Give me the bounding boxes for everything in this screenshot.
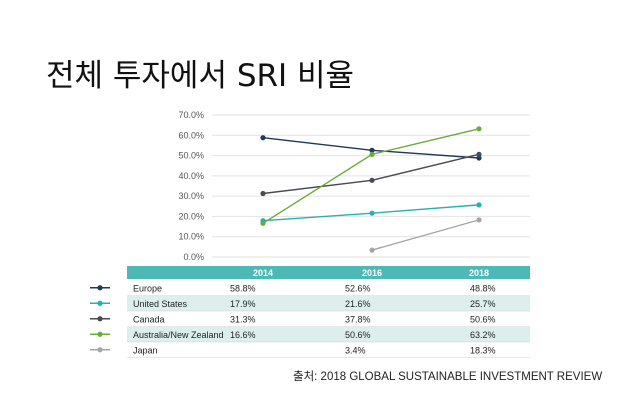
- series-line: [371, 219, 480, 251]
- y-tick-label: 10.0%: [178, 232, 204, 242]
- data-value-label: 17.9%: [230, 299, 256, 309]
- y-tick-label: 40.0%: [178, 171, 204, 181]
- data-value-label: 25.7%: [470, 299, 496, 309]
- series-lines: [260, 126, 482, 253]
- data-point: [369, 177, 375, 183]
- data-point: [476, 155, 482, 161]
- data-value-label: 63.2%: [470, 330, 496, 340]
- data-point: [369, 147, 375, 153]
- data-point: [369, 151, 375, 157]
- data-point: [476, 151, 482, 157]
- data-point: [369, 247, 375, 253]
- table-row-stripe: [127, 326, 530, 342]
- x-category-label: 2018: [469, 268, 489, 278]
- data-value-label: 31.3%: [230, 314, 256, 324]
- x-category-label: 2014: [253, 268, 273, 278]
- table-row-stripe: [127, 295, 530, 311]
- source-caption: 출처: 2018 GLOBAL SUSTAINABLE INVESTMENT R…: [293, 371, 603, 383]
- data-point: [476, 202, 482, 208]
- data-point: [260, 190, 266, 197]
- y-tick-label: 50.0%: [178, 151, 204, 161]
- legend-series-name: Australia/New Zealand: [133, 330, 224, 340]
- page-title: 전체 투자에서 SRI 비율: [46, 58, 355, 94]
- data-point: [260, 135, 266, 141]
- y-tick-label: 0.0%: [183, 252, 204, 262]
- y-tick-label: 70.0%: [178, 110, 204, 120]
- data-point: [369, 210, 375, 216]
- legend-swatch-dot: [97, 285, 103, 291]
- data-value-label: 18.3%: [470, 345, 496, 355]
- data-value-label: 3.4%: [345, 345, 366, 355]
- legend-swatch-dot: [97, 300, 103, 306]
- legend-series-name: United States: [133, 299, 188, 309]
- table-header-bar: [127, 266, 530, 279]
- data-value-label: 37.8%: [345, 314, 371, 324]
- chart-gridlines: [212, 114, 530, 258]
- legend-series-name: Europe: [133, 283, 162, 293]
- data-value-label: 50.6%: [345, 330, 371, 340]
- series-line: [262, 153, 480, 195]
- legend-swatch-dot: [97, 347, 103, 353]
- y-tick-label: 60.0%: [178, 130, 204, 140]
- legend-series-name: Japan: [133, 345, 158, 355]
- legend-series-name: Canada: [133, 314, 165, 324]
- legend-swatch-dot: [97, 316, 103, 322]
- data-value-label: 52.6%: [345, 283, 371, 293]
- data-table: 2014 2016 2018 Europe 58.8% 52.6% 48.8% United …: [90, 266, 530, 358]
- y-tick-label: 20.0%: [178, 211, 204, 221]
- x-category-label: 2016: [362, 268, 382, 278]
- data-point: [476, 217, 482, 223]
- data-value-label: 58.8%: [230, 283, 256, 293]
- y-tick-label: 30.0%: [178, 191, 204, 201]
- data-value-label: 21.6%: [345, 299, 371, 309]
- data-value-label: 16.6%: [230, 330, 256, 340]
- data-value-label: 48.8%: [470, 283, 496, 293]
- y-axis-ticks: 70.0% 60.0% 50.0% 40.0% 30.0% 20.0% 10.0% 0.0%: [178, 110, 204, 262]
- data-point: [476, 126, 482, 132]
- data-point: [260, 220, 266, 226]
- legend-swatch-dot: [97, 331, 103, 337]
- data-value-label: 50.6%: [470, 314, 496, 324]
